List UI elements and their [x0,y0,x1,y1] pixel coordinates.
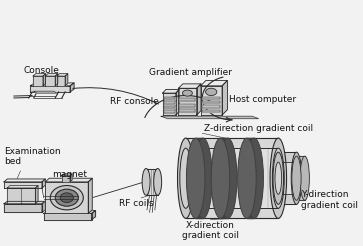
Text: Host computer: Host computer [229,95,296,104]
Polygon shape [164,106,175,108]
Polygon shape [179,84,201,88]
Polygon shape [62,176,70,182]
Text: Z-direction gradient coil: Z-direction gradient coil [204,124,313,133]
Polygon shape [197,84,201,115]
Polygon shape [57,74,68,76]
Ellipse shape [293,162,300,194]
Polygon shape [44,214,91,220]
Polygon shape [4,182,42,188]
Text: Examination
bed: Examination bed [4,147,61,166]
Polygon shape [186,138,278,218]
Polygon shape [201,86,222,115]
Ellipse shape [180,148,192,208]
Polygon shape [164,110,175,113]
Polygon shape [45,182,88,214]
Polygon shape [57,76,65,86]
Polygon shape [164,97,175,99]
Polygon shape [179,98,195,101]
Polygon shape [42,179,45,188]
Ellipse shape [245,138,264,218]
Polygon shape [222,80,227,115]
Polygon shape [179,88,197,115]
Ellipse shape [238,138,256,218]
Polygon shape [7,188,36,204]
Polygon shape [278,162,297,194]
Polygon shape [220,138,228,218]
Polygon shape [30,86,70,92]
Polygon shape [44,211,95,214]
Text: Gradient amplifier: Gradient amplifier [149,68,232,77]
Polygon shape [201,110,220,112]
Polygon shape [4,179,45,182]
Ellipse shape [55,189,78,206]
Ellipse shape [60,193,73,202]
Ellipse shape [292,156,301,200]
Polygon shape [186,148,278,208]
Polygon shape [163,90,179,93]
Polygon shape [179,109,195,112]
Polygon shape [70,83,74,92]
Ellipse shape [154,169,162,195]
Polygon shape [278,152,297,204]
Polygon shape [4,201,45,204]
Polygon shape [196,138,203,218]
Text: Y-direction
gradient coil: Y-direction gradient coil [301,190,358,210]
Polygon shape [42,201,45,212]
Polygon shape [201,80,227,86]
Ellipse shape [50,185,83,210]
Text: RF console: RF console [110,97,159,106]
Polygon shape [297,156,305,200]
Polygon shape [7,185,38,188]
Ellipse shape [273,152,284,204]
Polygon shape [62,174,72,176]
Ellipse shape [194,138,212,218]
Polygon shape [34,91,57,93]
Ellipse shape [275,162,282,194]
Ellipse shape [300,156,309,200]
Polygon shape [88,178,92,214]
Text: X-direction
gradient coil: X-direction gradient coil [182,221,239,240]
Polygon shape [164,101,175,104]
Polygon shape [146,169,158,195]
Polygon shape [33,74,46,76]
Polygon shape [33,76,43,86]
Polygon shape [65,74,68,86]
Ellipse shape [211,138,230,218]
Polygon shape [176,90,179,115]
Ellipse shape [178,138,194,218]
Polygon shape [70,174,72,182]
Polygon shape [45,76,55,86]
Polygon shape [36,185,38,204]
Polygon shape [91,211,95,220]
Polygon shape [179,104,195,107]
Polygon shape [30,83,74,86]
Ellipse shape [142,169,150,195]
Polygon shape [43,74,46,86]
Polygon shape [163,93,176,115]
Polygon shape [45,178,92,182]
Polygon shape [4,204,42,212]
Polygon shape [201,96,220,99]
Ellipse shape [219,138,237,218]
Text: RF coils: RF coils [119,199,154,208]
Polygon shape [161,116,258,119]
Text: magnet: magnet [52,170,87,179]
Ellipse shape [205,88,217,95]
Ellipse shape [272,148,284,208]
Polygon shape [45,74,58,76]
Polygon shape [201,101,220,103]
Polygon shape [201,105,220,108]
Ellipse shape [270,138,286,218]
Ellipse shape [291,152,302,204]
Ellipse shape [187,138,205,218]
Ellipse shape [183,90,192,96]
Text: Console: Console [24,66,60,75]
Polygon shape [55,74,58,86]
Polygon shape [247,138,254,218]
